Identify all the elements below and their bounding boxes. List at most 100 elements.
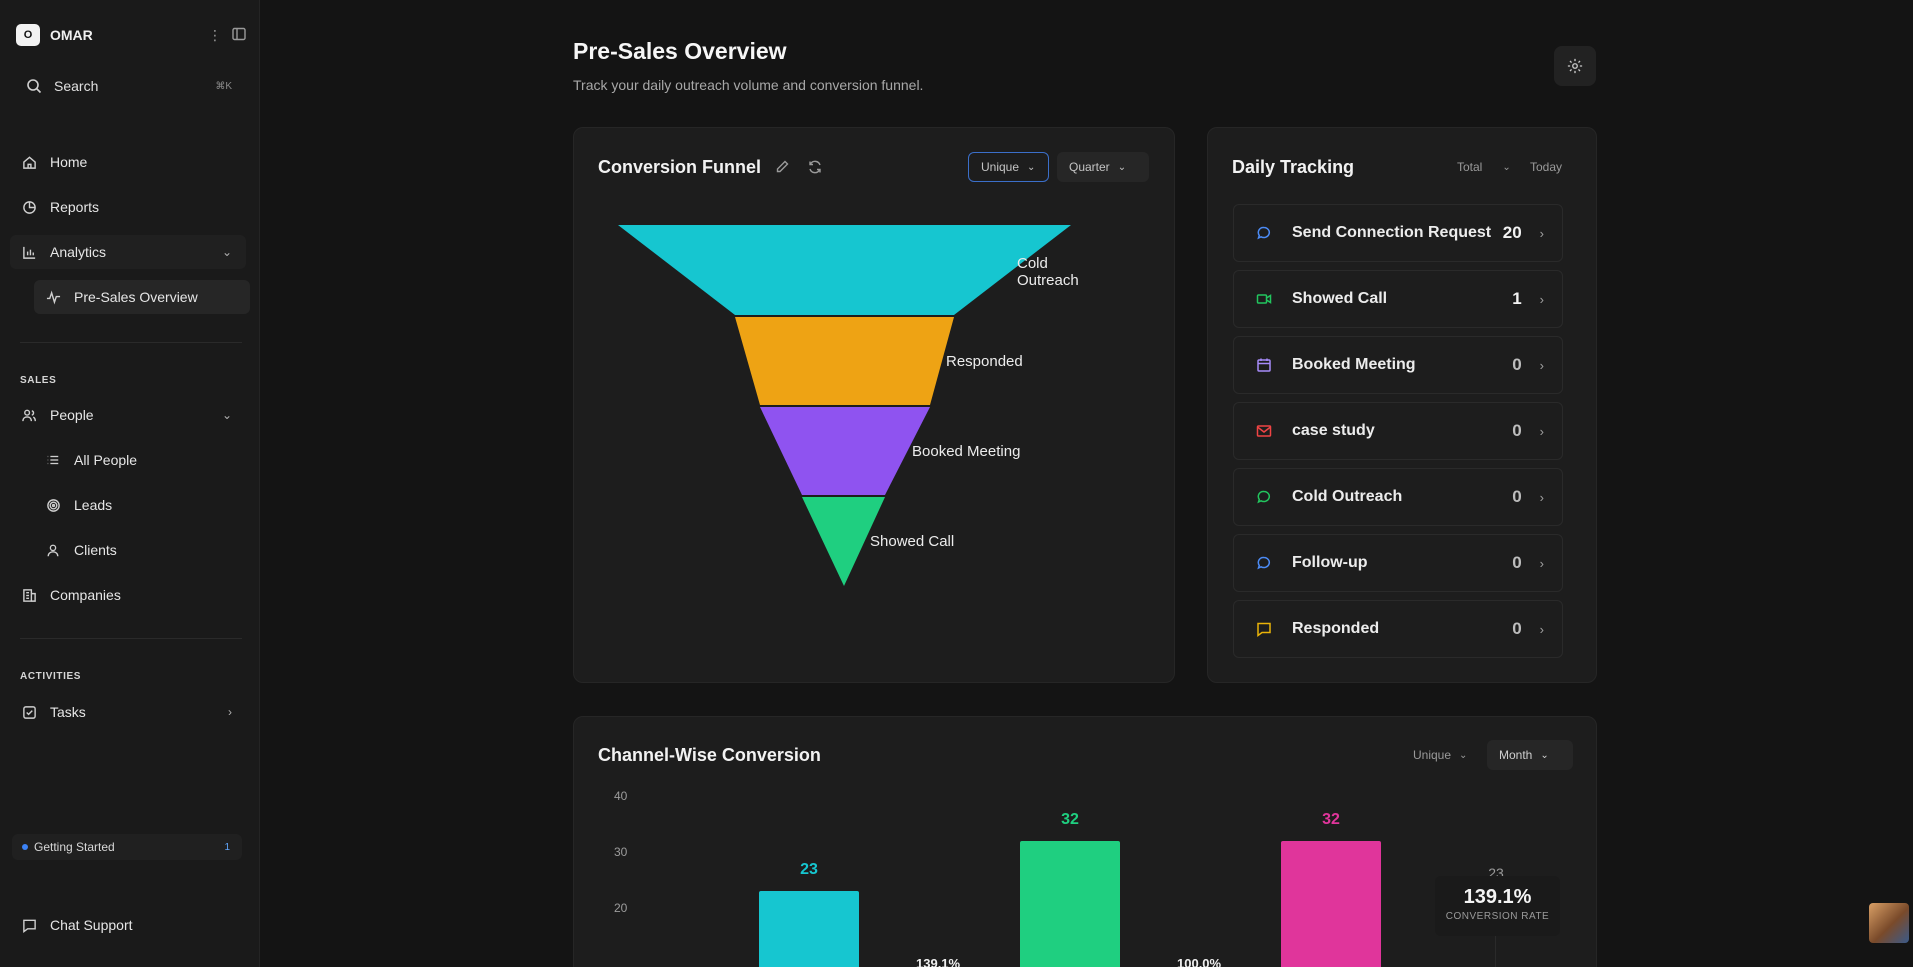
more-vertical-icon[interactable]: ⋮ [208, 26, 222, 43]
tracking-row-label: Send Connection Request [1292, 224, 1492, 241]
workspace-header[interactable]: O OMAR ⋮ [16, 24, 246, 46]
list-icon [44, 451, 62, 469]
funnel-label-showed-call: Showed Call [870, 533, 955, 550]
sidebar-item-label: All People [74, 452, 138, 468]
dropdown-value: Unique [981, 160, 1020, 174]
tracking-row-label: Showed Call [1292, 290, 1388, 307]
funnel-period-dropdown[interactable]: Quarter ⌄ [1057, 152, 1149, 182]
mail-icon [1254, 421, 1274, 441]
bar-value-label: 23 [800, 861, 818, 879]
status-dot [22, 844, 28, 850]
tracking-row-label: Cold Outreach [1292, 488, 1403, 505]
funnel-stage-showed-call[interactable] [802, 497, 885, 586]
sidebar-item-label: Home [50, 154, 88, 170]
gear-icon [1566, 57, 1584, 75]
video-icon [1254, 289, 1274, 309]
sidebar-item-label: Tasks [50, 704, 86, 720]
sidebar-item-label: Companies [50, 587, 121, 603]
workspace-logo: O [16, 24, 40, 46]
message-square-icon [20, 916, 38, 934]
tracking-total-dropdown[interactable]: Total ⌄ [1445, 152, 1521, 182]
funnel-label-responded: Responded [946, 353, 1023, 370]
chevron-right-icon: › [1539, 291, 1544, 307]
channel-title: Channel-Wise Conversion [598, 745, 821, 765]
avatar[interactable] [1869, 903, 1909, 943]
sidebar-item-label: Analytics [50, 244, 107, 260]
sidebar-item-label: Clients [74, 542, 117, 558]
y-tick-label: 30 [614, 845, 628, 859]
sidebar-item-label: Chat Support [50, 917, 133, 933]
tracking-row[interactable]: Booked Meeting 0 › [1233, 336, 1563, 394]
sidebar-item-companies[interactable]: Companies [10, 578, 246, 612]
home-icon [20, 153, 38, 171]
tracking-row[interactable]: case study 0 › [1233, 402, 1563, 460]
tracking-row[interactable]: Follow-up 0 › [1233, 534, 1563, 592]
funnel-stage-cold-outreach[interactable] [618, 225, 1071, 315]
sidebar-item-reports[interactable]: Reports [10, 190, 246, 224]
pencil-icon[interactable] [774, 159, 790, 175]
workspace-name: OMAR [50, 27, 93, 43]
tracking-row[interactable]: Showed Call 1 › [1233, 270, 1563, 328]
tracking-row-value: 20 [1502, 223, 1522, 242]
tracking-row[interactable]: Send Connection Request 20 › [1233, 204, 1563, 262]
sidebar-item-label: People [50, 407, 94, 423]
settings-button[interactable] [1554, 46, 1596, 86]
chat-support-button[interactable]: Chat Support [10, 908, 246, 942]
funnel-stage-booked-meeting[interactable] [760, 407, 930, 495]
building-icon [20, 586, 38, 604]
chevron-down-icon: ⌄ [1027, 161, 1036, 173]
tracking-row[interactable]: Cold Outreach 0 › [1233, 468, 1563, 526]
conversion-rate-box: 139.1% CONVERSION RATE [1435, 876, 1560, 936]
page-subtitle: Track your daily outreach volume and con… [573, 77, 924, 93]
sidebar-item-all-people[interactable]: All People [34, 443, 250, 477]
funnel-unique-dropdown[interactable]: Unique ⌄ [968, 152, 1049, 182]
funnel-title: Conversion Funnel [598, 157, 762, 177]
sidebar-item-people[interactable]: People ⌄ [10, 398, 246, 432]
chart-bar[interactable] [759, 891, 859, 967]
search-label: Search [54, 78, 99, 94]
chevron-right-icon: › [1539, 357, 1544, 373]
section-label-activities: ACTIVITIES [20, 671, 82, 682]
sidebar-item-tasks[interactable]: Tasks › [10, 695, 246, 729]
section-label-sales: SALES [20, 375, 57, 386]
tracking-today-button[interactable]: Today [1518, 152, 1588, 182]
calendar-icon [1254, 355, 1274, 375]
y-tick-label: 20 [614, 901, 628, 915]
chat-bubble-icon [1254, 223, 1274, 243]
chevron-down-icon: ⌄ [1117, 161, 1127, 173]
channel-period-dropdown[interactable]: Month ⌄ [1487, 740, 1573, 770]
bar-chart-icon [20, 243, 38, 261]
chart-bar[interactable] [1281, 840, 1381, 967]
conversion-rate-value: 139.1% [1463, 886, 1532, 908]
chat-bubble-icon [1254, 487, 1274, 507]
sidebar-item-home[interactable]: Home [10, 145, 246, 179]
message-square-icon [1254, 619, 1274, 639]
dropdown-value: Month [1499, 748, 1533, 762]
chevron-down-icon: ⌄ [1459, 749, 1468, 761]
users-icon [20, 406, 38, 424]
sidebar-item-clients[interactable]: Clients [34, 533, 250, 567]
y-tick-label: 40 [614, 789, 628, 803]
funnel-stage-responded[interactable] [735, 317, 954, 405]
tracking-row[interactable]: Responded 0 › [1233, 600, 1563, 658]
sidebar-item-leads[interactable]: Leads [34, 488, 250, 522]
tracking-row-value: 0 [1512, 355, 1522, 374]
refresh-icon[interactable] [807, 159, 823, 175]
sidebar: O OMAR ⋮ Search ⌘K Home Reports Analytic… [0, 0, 260, 967]
search-button[interactable]: Search ⌘K [16, 72, 238, 100]
sidebar-item-analytics[interactable]: Analytics ⌄ [10, 235, 246, 269]
conversion-rate-label: CONVERSION RATE [1445, 911, 1550, 922]
sidebar-toggle-icon[interactable] [232, 27, 246, 44]
sidebar-divider [20, 638, 242, 639]
sidebar-item-label: Reports [50, 199, 100, 215]
target-icon [44, 496, 62, 514]
channel-unique-dropdown[interactable]: Unique ⌄ [1401, 740, 1479, 770]
chat-bubble-icon [1254, 553, 1274, 573]
chevron-right-icon: › [1539, 621, 1544, 637]
getting-started-button[interactable]: Getting Started 1 [12, 834, 242, 860]
step-conversion-label: 100.0% [1177, 956, 1222, 967]
getting-started-label: Getting Started [34, 840, 115, 854]
sidebar-item-pre-sales-overview[interactable]: Pre-Sales Overview [34, 280, 250, 314]
chart-bar[interactable] [1020, 840, 1120, 967]
